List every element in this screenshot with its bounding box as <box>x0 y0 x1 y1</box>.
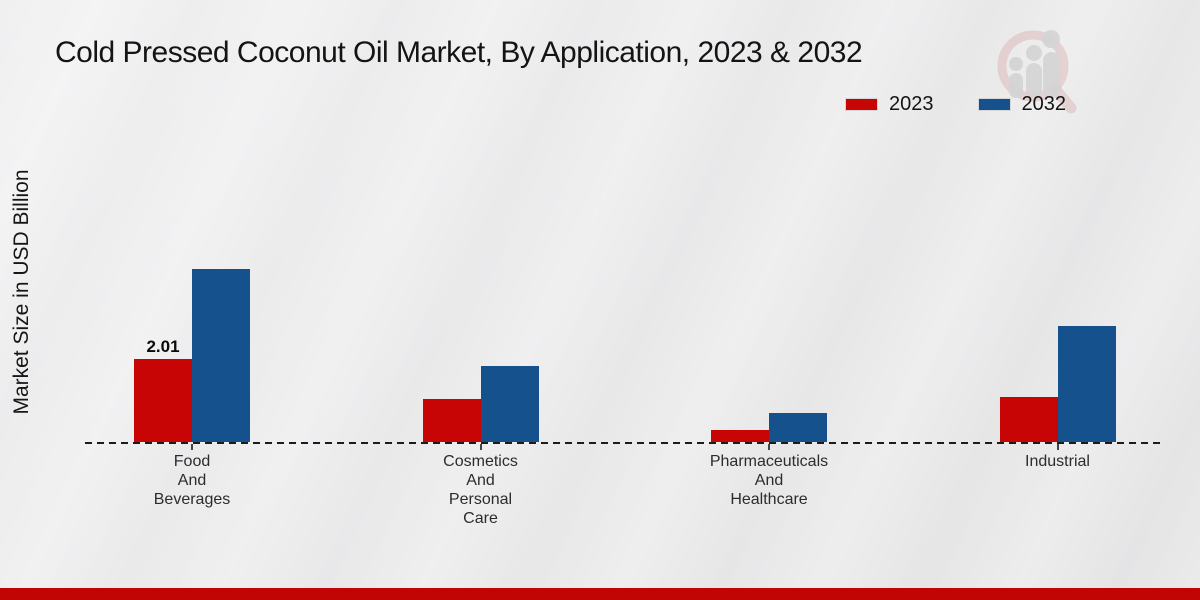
legend-label: 2032 <box>1021 93 1067 115</box>
x-axis-tick <box>191 444 193 450</box>
category-label-industrial: Industrial <box>1025 453 1090 470</box>
bar-2032-cosmetics-and-personal-care <box>480 366 539 442</box>
legend-item-2023: 2023 <box>845 93 934 116</box>
chart-title: Cold Pressed Coconut Oil Market, By Appl… <box>55 36 863 69</box>
category-label-pharmaceuticals-and-healthcare: Pharmaceuticals And Healthcare <box>709 453 829 508</box>
footer-accent-bar <box>0 588 1200 600</box>
bar-2032-pharmaceuticals-and-healthcare <box>769 413 827 442</box>
magnifier-chart-logo-icon <box>997 30 1077 114</box>
bar-value-label: 2.01 <box>146 337 180 356</box>
category-label-food-and-beverages: Food And Beverages <box>153 453 231 508</box>
x-axis-tick <box>1056 444 1059 450</box>
bar-2023-pharmaceuticals-and-healthcare <box>711 430 769 442</box>
x-axis-tick <box>479 444 482 450</box>
legend-swatch-2023 <box>845 98 878 111</box>
bar-2023-food-and-beverages <box>134 359 192 442</box>
bar-2023-industrial <box>999 397 1058 442</box>
bar-2032-food-and-beverages <box>192 269 250 442</box>
legend: 2023 2032 <box>845 93 1066 116</box>
legend-label: 2023 <box>889 93 934 115</box>
legend-item-2032: 2032 <box>977 93 1067 116</box>
bar-2032-industrial <box>1057 326 1116 442</box>
legend-swatch-2032 <box>977 98 1011 111</box>
category-label-cosmetics-and-personal-care: Cosmetics And Personal Care <box>443 453 518 527</box>
bar-2023-cosmetics-and-personal-care <box>422 399 481 442</box>
x-axis-baseline <box>85 442 1163 444</box>
x-axis-tick <box>768 444 770 450</box>
